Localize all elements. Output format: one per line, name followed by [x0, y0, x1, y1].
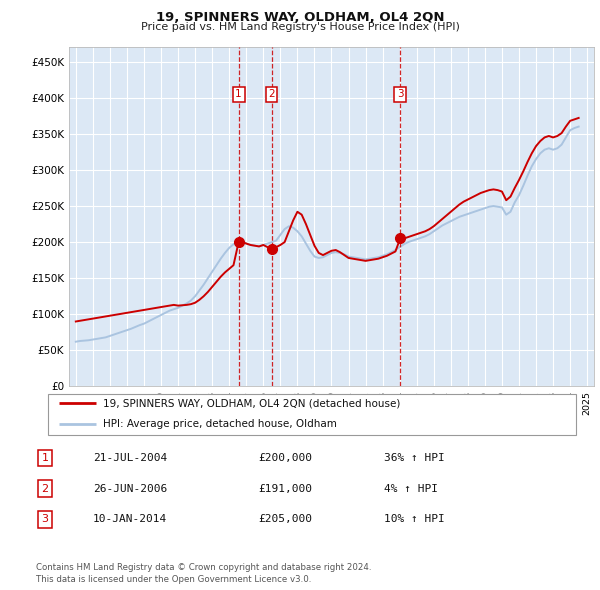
- Text: 1: 1: [235, 89, 242, 99]
- Text: 10-JAN-2014: 10-JAN-2014: [93, 514, 167, 524]
- Text: 19, SPINNERS WAY, OLDHAM, OL4 2QN (detached house): 19, SPINNERS WAY, OLDHAM, OL4 2QN (detac…: [103, 398, 401, 408]
- Text: 2: 2: [41, 484, 49, 493]
- Text: 2: 2: [268, 89, 275, 99]
- Text: 21-JUL-2004: 21-JUL-2004: [93, 453, 167, 463]
- Text: £200,000: £200,000: [258, 453, 312, 463]
- Text: £205,000: £205,000: [258, 514, 312, 524]
- Text: HPI: Average price, detached house, Oldham: HPI: Average price, detached house, Oldh…: [103, 419, 337, 429]
- Text: £191,000: £191,000: [258, 484, 312, 493]
- FancyBboxPatch shape: [48, 394, 576, 435]
- Text: 26-JUN-2006: 26-JUN-2006: [93, 484, 167, 493]
- Text: 3: 3: [41, 514, 49, 524]
- Text: 36% ↑ HPI: 36% ↑ HPI: [384, 453, 445, 463]
- Text: 10% ↑ HPI: 10% ↑ HPI: [384, 514, 445, 524]
- Text: Contains HM Land Registry data © Crown copyright and database right 2024.
This d: Contains HM Land Registry data © Crown c…: [36, 563, 371, 584]
- Text: 3: 3: [397, 89, 404, 99]
- Text: 1: 1: [41, 453, 49, 463]
- Text: Price paid vs. HM Land Registry's House Price Index (HPI): Price paid vs. HM Land Registry's House …: [140, 22, 460, 32]
- Text: 4% ↑ HPI: 4% ↑ HPI: [384, 484, 438, 493]
- Text: 19, SPINNERS WAY, OLDHAM, OL4 2QN: 19, SPINNERS WAY, OLDHAM, OL4 2QN: [156, 11, 444, 24]
